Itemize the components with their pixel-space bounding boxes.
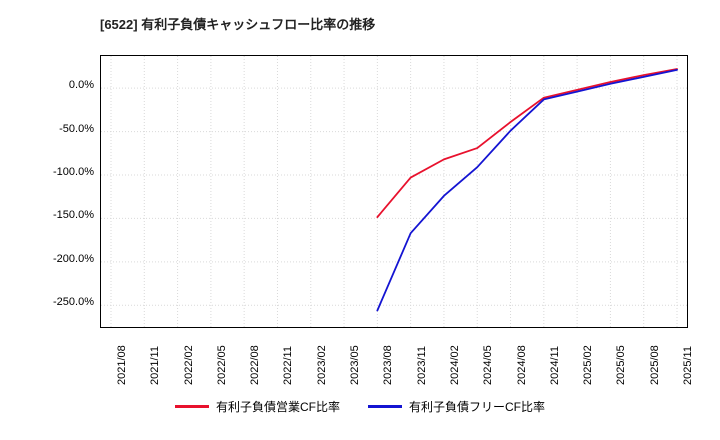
- legend-item[interactable]: 有利子負債フリーCF比率: [368, 398, 545, 415]
- y-tick-label: -200.0%: [53, 252, 94, 265]
- x-tick-label: 2025/08: [648, 345, 661, 385]
- x-tick-label: 2022/02: [182, 345, 195, 385]
- x-tick-label: 2025/05: [615, 345, 628, 385]
- x-tick-label: 2025/11: [682, 346, 694, 385]
- legend-label: 有利子負債営業CF比率: [216, 400, 340, 414]
- y-tick-label: -50.0%: [59, 122, 94, 135]
- y-tick-label: -250.0%: [53, 296, 94, 309]
- y-tick-label: -150.0%: [53, 209, 94, 222]
- x-tick-label: 2023/02: [315, 345, 328, 385]
- x-tick-label: 2023/08: [382, 345, 395, 385]
- legend-label: 有利子負債フリーCF比率: [409, 400, 545, 414]
- series-line-1: [376, 68, 678, 312]
- x-tick-label: 2022/05: [215, 345, 228, 385]
- plot-svg: [101, 56, 687, 327]
- y-tick-label: -100.0%: [53, 165, 94, 178]
- series-line-0: [376, 68, 678, 219]
- x-tick-label: 2024/11: [548, 346, 561, 385]
- legend-swatch: [175, 405, 209, 408]
- plot-area: [100, 55, 688, 328]
- x-tick-label: 2022/08: [249, 345, 262, 385]
- legend-item[interactable]: 有利子負債営業CF比率: [175, 398, 340, 415]
- x-tick-label: 2023/05: [349, 345, 362, 385]
- chart-title: [6522] 有利子負債キャッシュフロー比率の推移: [100, 17, 376, 32]
- x-tick-label: 2024/05: [482, 345, 495, 385]
- x-tick-label: 2024/08: [515, 345, 528, 385]
- x-tick-label: 2025/02: [582, 345, 595, 385]
- x-tick-label: 2024/02: [448, 345, 461, 385]
- x-tick-label: 2021/08: [116, 345, 128, 385]
- legend-swatch: [368, 405, 402, 408]
- x-tick-label: 2023/11: [415, 346, 428, 385]
- x-tick-label: 2022/11: [282, 346, 295, 385]
- x-tick-label: 2021/11: [149, 346, 162, 385]
- y-tick-label: 0.0%: [68, 79, 94, 92]
- chart-legend: 有利子負債営業CF比率 有利子負債フリーCF比率: [0, 398, 720, 415]
